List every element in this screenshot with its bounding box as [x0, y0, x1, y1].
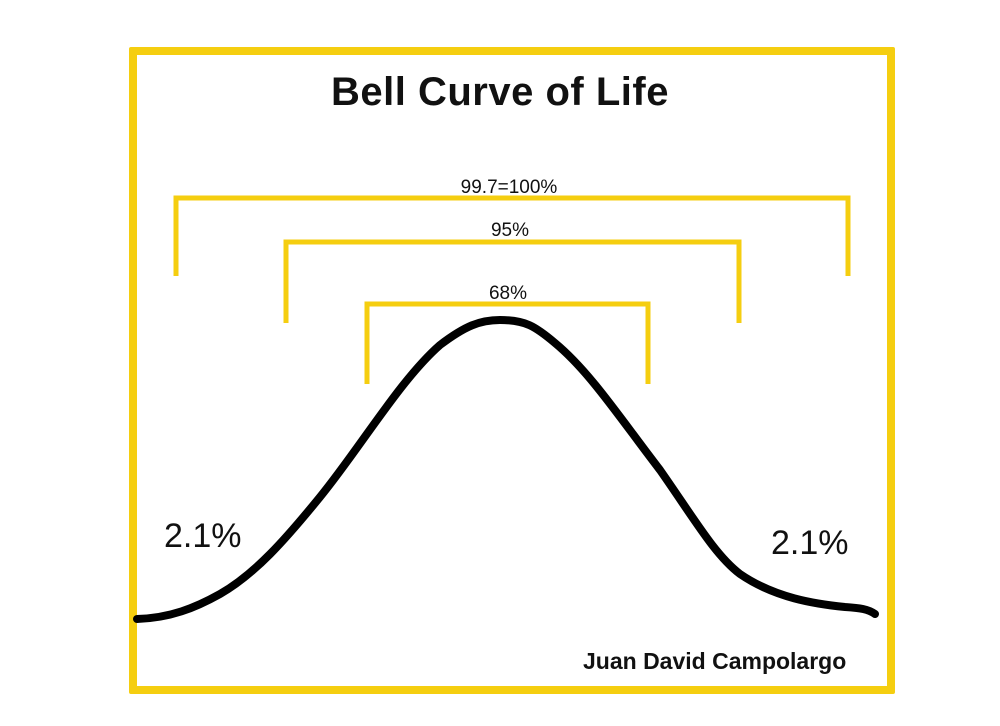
- bracket-68: [364, 301, 651, 384]
- bell-curve: [133, 316, 879, 623]
- diagram-title: Bell Curve of Life: [331, 70, 669, 114]
- bracket-label-95: 95%: [490, 220, 530, 241]
- author-credit: Juan David Campolargo: [583, 648, 847, 674]
- bracket-95: [283, 239, 742, 323]
- left-tail-label: 2.1%: [164, 517, 242, 555]
- yellow-frame: [129, 47, 895, 694]
- bracket-label-68: 68%: [488, 283, 528, 304]
- bracket-99-7: [173, 195, 851, 276]
- bracket-label-99-7: 99.7=100%: [460, 177, 558, 198]
- right-tail-label: 2.1%: [771, 524, 849, 562]
